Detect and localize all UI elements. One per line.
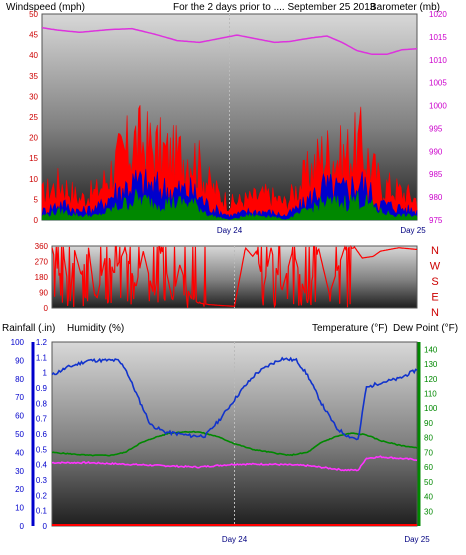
barometer-tick-label: 1005: [429, 79, 447, 88]
rainfall-tick-label: 1.1: [36, 353, 48, 362]
humidity-tick-label: 60: [15, 412, 24, 421]
barometer-axis-title: Barometer (mb): [370, 2, 440, 13]
windspeed-tick-label: 20: [29, 134, 38, 143]
chart-title: For the 2 days prior to .... September 2…: [173, 2, 376, 13]
barometer-tick-label: 980: [429, 193, 443, 202]
series-temperature: [51, 430, 418, 457]
windspeed-tick-label: 50: [29, 10, 38, 19]
humidity-tick-label: 70: [15, 393, 24, 402]
temperature-tick-label: 70: [424, 448, 433, 457]
direction-tick-label: 180: [35, 273, 49, 282]
barometer-tick-label: 995: [429, 124, 443, 133]
windspeed-tick-label: 40: [29, 51, 38, 60]
direction-tick-label: 90: [39, 289, 48, 298]
temperature-axis-title: Temperature (°F): [312, 323, 388, 334]
x-tick-label: Day 24: [222, 535, 248, 544]
temperature-tick-label: 80: [424, 434, 433, 443]
series-barometer: [41, 26, 418, 56]
temperature-tick-label: 40: [424, 493, 433, 502]
barometer-tick-label: 975: [429, 216, 443, 225]
rainfall-tick-label: 0.1: [36, 507, 48, 516]
humidity-tick-label: 100: [11, 338, 25, 347]
windspeed-axis-title: Windspeed (mph): [6, 2, 85, 13]
compass-label: N: [431, 245, 439, 257]
rainfall-tick-label: 0.3: [36, 476, 48, 485]
temperature-humidity-panel: 0 10 20 30 40 50 60 70 80 90 100 0 0.1 0.2 0.3 0.4 0.5 0.…: [11, 338, 438, 544]
windspeed-tick-label: 30: [29, 92, 38, 101]
windspeed-tick-label: 0: [34, 216, 39, 225]
temperature-tick-label: 110: [424, 390, 437, 399]
rainfall-tick-label: 0.5: [36, 445, 48, 454]
compass-label: N: [431, 307, 439, 319]
humidity-tick-label: 0: [20, 522, 25, 531]
windspeed-tick-label: 15: [29, 154, 38, 163]
rainfall-tick-label: 0.4: [36, 461, 48, 470]
rainfall-tick-label: 0.6: [36, 430, 48, 439]
humidity-tick-label: 80: [15, 375, 24, 384]
windspeed-tick-label: 45: [29, 31, 38, 40]
windspeed-tick-label: 25: [29, 113, 38, 122]
windspeed-tick-label: 10: [29, 175, 38, 184]
temperature-tick-label: 50: [424, 478, 433, 487]
temperature-tick-label: 100: [424, 404, 438, 413]
direction-tick-label: 360: [35, 242, 49, 251]
humidity-tick-label: 10: [15, 504, 24, 513]
compass-label: W: [430, 261, 441, 273]
x-tick-label: Day 24: [217, 226, 243, 235]
series-wind-low: [41, 189, 418, 221]
rainfall-tick-label: 0.2: [36, 491, 48, 500]
compass-label: S: [431, 276, 438, 288]
rainfall-tick-label: 1.2: [36, 338, 48, 347]
temperature-tick-label: 60: [424, 463, 433, 472]
direction-tick-label: 0: [44, 304, 49, 313]
plot-area-background: [51, 245, 418, 309]
humidity-tick-label: 20: [15, 485, 24, 494]
rainfall-tick-label: 1: [43, 369, 48, 378]
x-tick-label: Day 25: [400, 226, 426, 235]
series-dew-point: [51, 455, 418, 472]
barometer-tick-label: 1000: [429, 102, 447, 111]
rainfall-axis-title: Rainfall (.in): [2, 323, 55, 334]
series-wind-direction: [51, 244, 417, 309]
barometer-tick-label: 985: [429, 170, 443, 179]
rainfall-tick-label: 0: [43, 522, 48, 531]
barometer-tick-label: 990: [429, 147, 443, 156]
compass-label: E: [431, 292, 438, 304]
temperature-tick-label: 140: [424, 345, 438, 354]
wind-barometer-panel: 0510152025303540455097598098599099510001…: [29, 10, 447, 235]
barometer-tick-label: 1020: [429, 10, 447, 19]
temperature-tick-label: 120: [424, 375, 438, 384]
barometer-tick-label: 1010: [429, 56, 447, 65]
barometer-tick-label: 1015: [429, 33, 447, 42]
dew-point-axis-title: Dew Point (°F): [393, 323, 458, 334]
rainfall-tick-label: 0.7: [36, 415, 48, 424]
direction-tick-label: 270: [35, 258, 49, 267]
windspeed-tick-label: 5: [34, 195, 39, 204]
series-humidity: [51, 356, 418, 441]
humidity-tick-label: 40: [15, 448, 24, 457]
temperature-tick-label: 30: [424, 507, 433, 516]
humidity-tick-label: 30: [15, 467, 24, 476]
humidity-tick-label: 90: [15, 356, 24, 365]
x-tick-label: Day 25: [404, 535, 430, 544]
windspeed-tick-label: 35: [29, 72, 38, 81]
rainfall-tick-label: 0.9: [36, 384, 48, 393]
humidity-axis-title: Humidity (%): [67, 323, 124, 334]
rainfall-tick-label: 0.8: [36, 399, 48, 408]
humidity-tick-label: 50: [15, 430, 24, 439]
temperature-tick-label: 130: [424, 360, 438, 369]
temperature-tick-label: 90: [424, 419, 433, 428]
